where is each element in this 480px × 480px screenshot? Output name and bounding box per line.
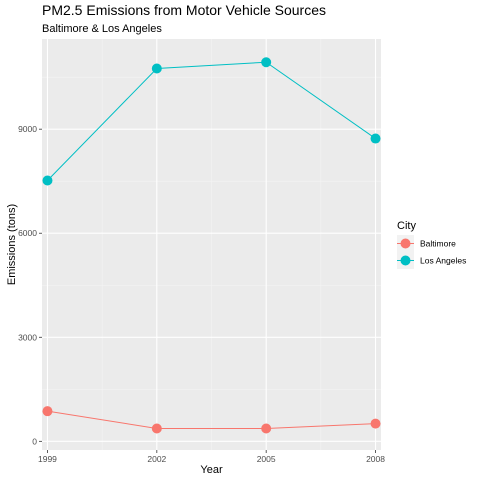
data-point-los-angeles xyxy=(261,57,272,68)
data-point-baltimore xyxy=(370,418,381,429)
legend-key-point xyxy=(400,255,411,266)
legend-item-los-angeles: Los Angeles xyxy=(397,252,466,269)
x-tick-label: 1999 xyxy=(38,454,57,464)
chart-title: PM2.5 Emissions from Motor Vehicle Sourc… xyxy=(42,2,326,18)
legend-title: City xyxy=(397,220,416,232)
data-point-los-angeles xyxy=(151,63,162,74)
y-tick-label: 6000 xyxy=(18,228,37,238)
x-axis-title: Year xyxy=(200,464,223,476)
x-axis: 1999 2002 2005 2008 xyxy=(38,450,385,464)
legend-item-baltimore: Baltimore xyxy=(397,235,456,252)
data-point-baltimore xyxy=(151,423,162,434)
data-point-baltimore xyxy=(261,423,272,434)
data-point-los-angeles xyxy=(370,133,381,144)
series-line-baltimore xyxy=(47,410,376,429)
y-tick-label: 3000 xyxy=(18,332,37,342)
y-axis: 0 3000 6000 9000 xyxy=(18,124,42,446)
y-tick-label: 9000 xyxy=(18,124,37,134)
legend: City Baltimore Los Angeles xyxy=(397,220,466,269)
y-tick-label: 0 xyxy=(32,436,37,446)
y-axis-title: Emissions (tons) xyxy=(6,204,18,285)
series-line-los-angeles xyxy=(47,61,376,181)
x-tick-label: 2002 xyxy=(147,454,166,464)
legend-key-point xyxy=(400,238,411,249)
chart-subtitle: Baltimore & Los Angeles xyxy=(42,23,162,35)
x-tick-label: 2008 xyxy=(366,454,385,464)
x-tick-label: 2005 xyxy=(257,454,276,464)
data-point-los-angeles xyxy=(42,175,53,186)
legend-label: Baltimore xyxy=(420,239,456,249)
legend-label: Los Angeles xyxy=(420,256,466,266)
data-point-baltimore xyxy=(42,406,53,417)
series-layer xyxy=(42,57,381,434)
grid xyxy=(42,39,381,450)
